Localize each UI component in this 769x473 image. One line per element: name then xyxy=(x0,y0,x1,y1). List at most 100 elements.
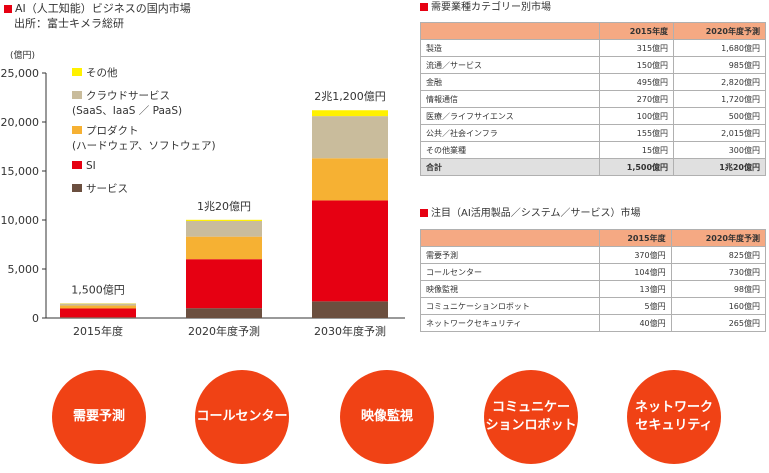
x-tick-label: 2030年度予測 xyxy=(314,324,386,338)
table-total-row: 合計 1,500億円 1兆20億円 xyxy=(419,158,766,176)
column-header xyxy=(419,22,601,40)
legend-label: クラウドサービス xyxy=(86,90,170,102)
total-label: 1,500億円 xyxy=(71,283,125,296)
cell-value: 500億円 xyxy=(673,107,766,125)
table-row: 需要予測 370億円 825億円 xyxy=(419,246,767,264)
focus-circle: コミュニケー ションロボット xyxy=(484,370,578,464)
row-label: その他業種 xyxy=(419,141,601,159)
focus-circle-line: ネットワーク xyxy=(634,400,713,415)
focus-circle-line: セキュリティ xyxy=(635,418,713,433)
legend-label: (SaaS、IaaS ／ PaaS) xyxy=(72,105,182,117)
bar-segment xyxy=(312,116,388,159)
y-tick-label: 10,000 xyxy=(1,214,40,227)
bar-segment xyxy=(60,308,136,318)
legend-swatch xyxy=(72,161,82,169)
x-tick-label: 2020年度予測 xyxy=(188,324,260,338)
legend-swatch xyxy=(72,126,82,134)
cell-value: 300億円 xyxy=(673,141,766,159)
y-tick-label: 25,000 xyxy=(1,67,40,80)
row-label: 映像監視 xyxy=(419,280,601,298)
table-row: 情報通信 270億円 1,720億円 xyxy=(419,90,766,108)
focus-table-title: 注目（AI活用製品／システム／サービス）市場 xyxy=(420,208,641,220)
total-value: 1兆20億円 xyxy=(673,158,766,176)
cell-value: 15億円 xyxy=(599,141,675,159)
row-label: 医療／ライフサイエンス xyxy=(419,107,601,125)
table-row: 流通／サービス 150億円 985億円 xyxy=(419,56,766,74)
table-header-row: 2015年度 2020年度予測 xyxy=(419,22,766,40)
table-row: 公共／社会インフラ 155億円 2,015億円 xyxy=(419,124,766,142)
cell-value: 5億円 xyxy=(599,297,672,315)
total-label: 1兆20億円 xyxy=(197,200,251,213)
y-tick-label: 5,000 xyxy=(8,263,40,276)
y-unit-label: (億円) xyxy=(10,49,35,61)
cell-value: 1,680億円 xyxy=(673,39,766,57)
focus-table: 2015年度 2020年度予測 需要予測 370億円 825億円 コールセンター 104億円… xyxy=(419,229,767,332)
focus-circle: 映像監視 xyxy=(340,370,434,464)
table-row: ネットワークセキュリティ 40億円 265億円 xyxy=(419,314,767,332)
bar-segment xyxy=(186,308,262,318)
table-row: コールセンター 104億円 730億円 xyxy=(419,263,767,281)
bar-segment xyxy=(186,259,262,309)
cell-value: 825億円 xyxy=(670,246,767,264)
total-label: 合計 xyxy=(419,158,601,176)
cell-value: 2,820億円 xyxy=(673,73,766,91)
bar-segment xyxy=(186,220,262,237)
y-tick-label: 20,000 xyxy=(1,116,40,129)
cell-value: 270億円 xyxy=(599,90,675,108)
column-header xyxy=(419,229,601,247)
title-marker xyxy=(420,3,428,11)
focus-circle: コールセンター xyxy=(195,370,289,464)
table-header-row: 2015年度 2020年度予測 xyxy=(419,229,767,247)
y-tick-label: 15,000 xyxy=(1,165,40,178)
total-value: 1,500億円 xyxy=(599,158,675,176)
focus-circle: ネットワーク セキュリティ xyxy=(627,370,721,464)
x-tick-label: 2015年度 xyxy=(73,324,123,338)
cell-value: 1,720億円 xyxy=(673,90,766,108)
row-label: 流通／サービス xyxy=(419,56,601,74)
column-header: 2015年度 xyxy=(599,22,675,40)
cell-value: 730億円 xyxy=(670,263,767,281)
row-label: ネットワークセキュリティ xyxy=(419,314,601,332)
chart-title: AI（人工知能）ビジネスの国内市場 xyxy=(4,2,191,15)
row-label: 金融 xyxy=(419,73,601,91)
focus-circle-label: ネットワーク セキュリティ xyxy=(635,399,713,435)
table-row: その他業種 15億円 300億円 xyxy=(419,141,766,159)
focus-circle-line: ションロボット xyxy=(485,418,577,433)
row-label: 需要予測 xyxy=(419,246,601,264)
cell-value: 2,015億円 xyxy=(673,124,766,142)
focus-circle-label: コールセンター xyxy=(196,408,287,426)
legend-label: (ハードウェア、ソフトウェア) xyxy=(72,140,216,152)
legend-swatch xyxy=(72,184,82,192)
legend-label: サービス xyxy=(86,183,128,195)
legend-swatch xyxy=(72,68,82,76)
row-label: コールセンター xyxy=(419,263,601,281)
focus-circle-line: 映像監視 xyxy=(360,409,413,424)
demand-table-title: 需要業種カテゴリー別市場 xyxy=(420,2,551,14)
cell-value: 315億円 xyxy=(599,39,675,57)
legend-swatch xyxy=(72,91,82,99)
total-label: 2兆1,200億円 xyxy=(314,90,386,103)
focus-circle-label: コミュニケー ションロボット xyxy=(485,399,576,435)
bar-segment xyxy=(312,110,388,117)
cell-value: 104億円 xyxy=(599,263,672,281)
focus-circle-line: コールセンター xyxy=(196,409,288,424)
demand-table: 2015年度 2020年度予測 製造 315億円 1,680億円 流通／サービス 150億円… xyxy=(419,22,766,176)
table-row: 金融 495億円 2,820億円 xyxy=(419,73,766,91)
cell-value: 985億円 xyxy=(673,56,766,74)
column-header: 2020年度予測 xyxy=(670,229,767,247)
focus-circle-label: 需要予測 xyxy=(73,408,125,426)
column-header: 2015年度 xyxy=(599,229,672,247)
legend-label: その他 xyxy=(86,66,118,79)
chart-title-text: AI（人工知能）ビジネスの国内市場 xyxy=(15,2,191,15)
column-header: 2020年度予測 xyxy=(673,22,766,40)
legend-label: SI xyxy=(86,160,96,172)
bar-segment xyxy=(60,303,136,306)
focus-circle-line: コミュニケー xyxy=(491,400,570,415)
stacked-bar-chart: (億円) 0 5,000 10,000 15,000 20,000 25,000 2015年度… xyxy=(1,49,405,338)
y-tick-label: 0 xyxy=(32,312,39,325)
bar-segment xyxy=(312,158,388,201)
table-row: コミュニケーションロボット 5億円 160億円 xyxy=(419,297,767,315)
bar-segment xyxy=(60,305,136,309)
row-label: コミュニケーションロボット xyxy=(419,297,601,315)
cell-value: 150億円 xyxy=(599,56,675,74)
